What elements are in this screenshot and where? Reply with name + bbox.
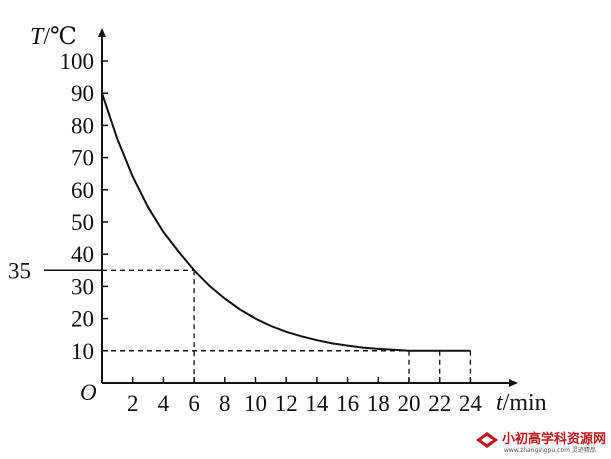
x-axis-label: t/min [496, 390, 547, 416]
cooling-curve [101, 92, 471, 352]
y-tick-label: 50 [71, 210, 94, 235]
x-tick-label: 18 [367, 391, 390, 416]
x-axis-unit: /min [503, 390, 547, 416]
y-axis-label: T/℃ [30, 24, 77, 50]
y-tick-label: 90 [71, 81, 94, 106]
x-tick-label: 6 [188, 391, 200, 416]
y-tick-label: 10 [71, 339, 94, 364]
y-tick-label: 70 [71, 146, 94, 171]
x-tick-label: 14 [305, 391, 329, 416]
y-tick-label: 60 [71, 178, 94, 203]
y-tick-label: 20 [71, 307, 94, 332]
y-tick-label: 30 [71, 274, 94, 299]
x-tick-label: 10 [244, 391, 267, 416]
x-tick-label: 4 [158, 391, 170, 416]
x-axis-variable: t [496, 390, 504, 416]
x-tick-label: 22 [428, 391, 451, 416]
origin-label: O [80, 380, 97, 405]
watermark: 小初高学科资源网 www.zhangingpu.com 灵迹精品 [476, 431, 606, 454]
x-tick-label: 16 [336, 391, 359, 416]
x-tick-label: 2 [127, 391, 139, 416]
y-tick-label: 100 [60, 49, 95, 74]
y-tick-label: 40 [71, 242, 94, 267]
reference-lines [102, 269, 472, 383]
y-axis-unit: /℃ [43, 24, 77, 50]
watermark-sub-text: www.zhangingpu.com 灵迹精品 [504, 446, 596, 454]
x-tick-label: 20 [398, 391, 421, 416]
y-axis-variable: T [30, 24, 45, 50]
x-tick-label: 12 [275, 391, 298, 416]
x-tick-label: 8 [219, 391, 231, 416]
x-tick-label: 24 [459, 391, 483, 416]
y-extra-tick-label: 35 [8, 258, 31, 283]
y-tick-label: 80 [71, 113, 94, 138]
watermark-main-text: 小初高学科资源网 [502, 431, 606, 447]
logo-book-icon [481, 436, 493, 444]
